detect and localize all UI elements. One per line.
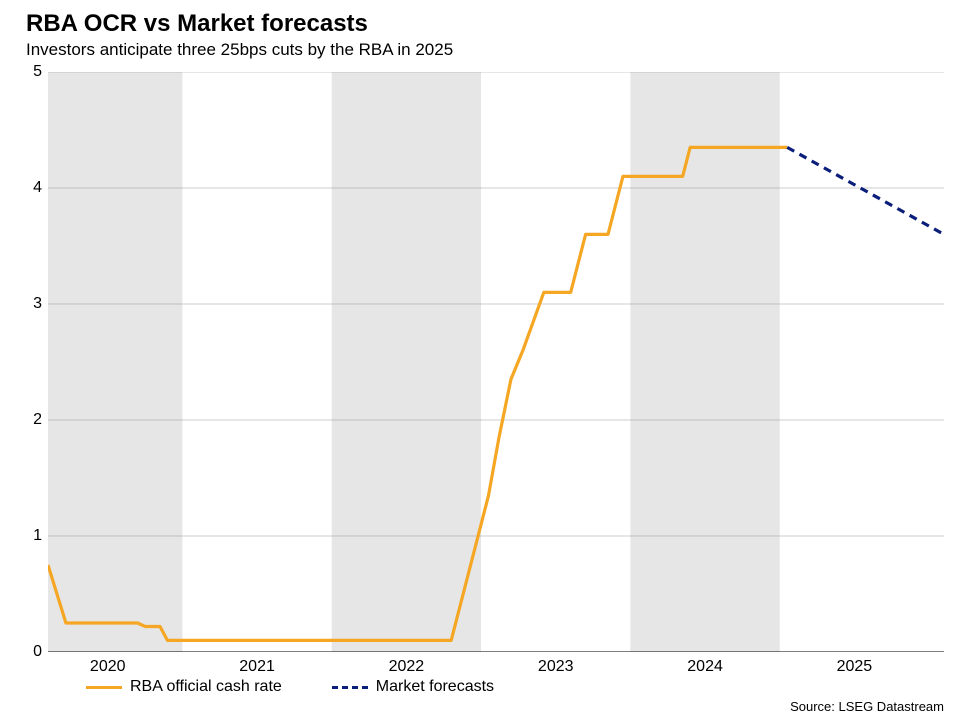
plot-area xyxy=(48,72,944,652)
x-tick-label: 2022 xyxy=(389,658,425,676)
plot-svg xyxy=(48,72,944,652)
y-tick-label: 1 xyxy=(22,527,42,545)
chart-subtitle: Investors anticipate three 25bps cuts by… xyxy=(26,40,453,60)
y-tick-label: 5 xyxy=(22,63,42,81)
x-tick-label: 2025 xyxy=(837,658,873,676)
legend: RBA official cash rate Market forecasts xyxy=(86,678,534,696)
x-tick-label: 2023 xyxy=(538,658,574,676)
x-tick-label: 2021 xyxy=(239,658,275,676)
y-tick-label: 3 xyxy=(22,295,42,313)
chart-title: RBA OCR vs Market forecasts xyxy=(26,10,368,38)
legend-swatch-rba xyxy=(86,686,122,689)
legend-label-forecast: Market forecasts xyxy=(376,678,494,696)
x-tick-label: 2024 xyxy=(687,658,723,676)
chart-container: RBA OCR vs Market forecasts Investors an… xyxy=(0,0,960,720)
y-tick-label: 4 xyxy=(22,179,42,197)
legend-item-rba: RBA official cash rate xyxy=(86,678,282,696)
y-tick-label: 2 xyxy=(22,411,42,429)
y-tick-label: 0 xyxy=(22,643,42,661)
legend-swatch-forecast xyxy=(332,686,368,689)
source-attribution: Source: LSEG Datastream xyxy=(790,699,944,714)
legend-label-rba: RBA official cash rate xyxy=(130,678,282,696)
x-tick-label: 2020 xyxy=(90,658,126,676)
legend-item-forecast: Market forecasts xyxy=(332,678,494,696)
